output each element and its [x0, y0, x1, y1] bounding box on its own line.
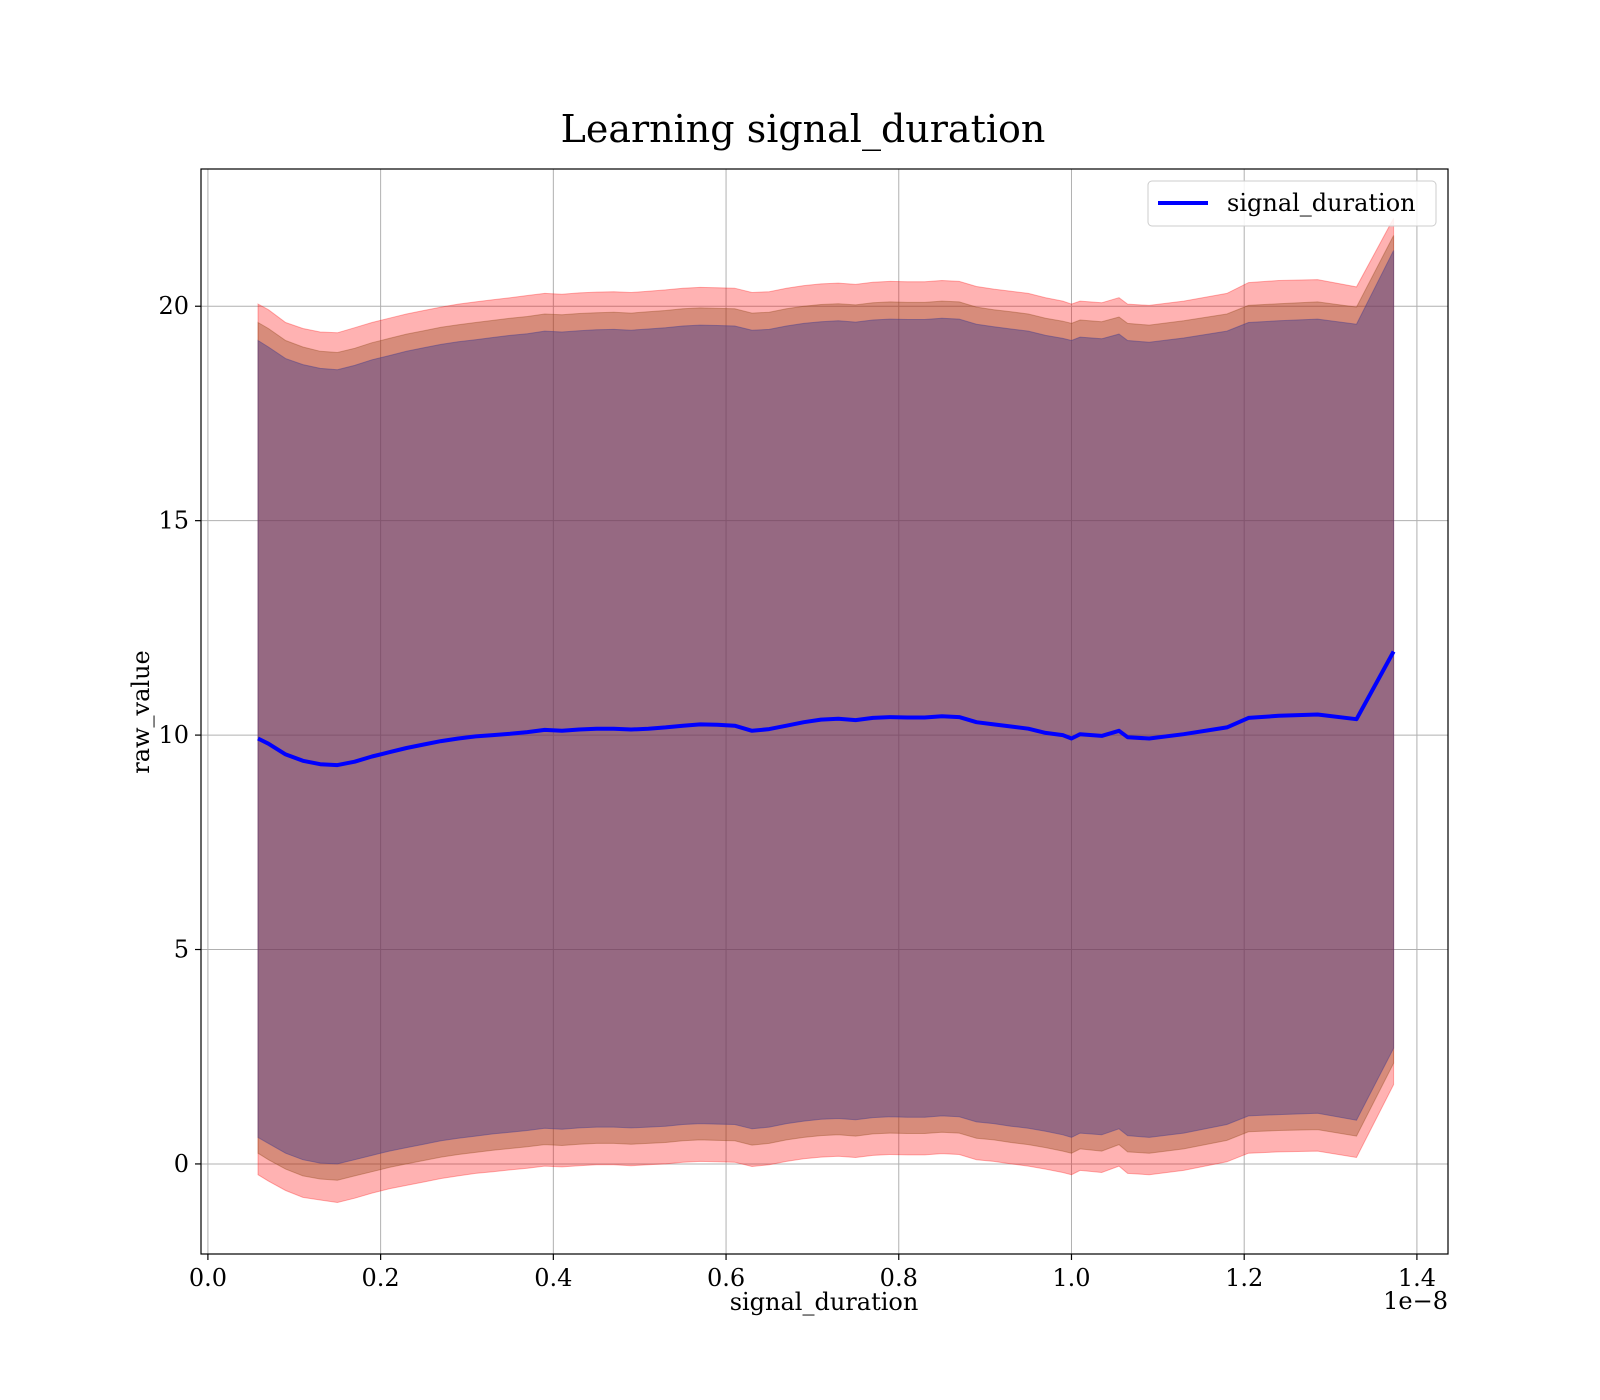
- x-tick-label: 1.2: [1225, 1264, 1263, 1292]
- x-tick-label: 0.4: [534, 1264, 572, 1292]
- x-tick-label: 1.4: [1398, 1264, 1436, 1292]
- x-axis-offset-label: 1e−8: [1383, 1287, 1448, 1315]
- grid-lines: [201, 169, 1448, 1254]
- y-axis-ticks: 0 5 10 15 20: [158, 292, 201, 1178]
- legend-label: signal_duration: [1227, 189, 1416, 217]
- legend: signal_duration: [1147, 180, 1437, 227]
- y-tick-label: 5: [174, 936, 189, 964]
- series-line-signal_duration: [257, 650, 1396, 768]
- confidence-band-3: [257, 250, 1395, 1165]
- confidence-band-1: [257, 218, 1395, 1204]
- confidence-bands: [257, 218, 1395, 1204]
- series-lines: [257, 650, 1396, 768]
- x-tick-label: 1.0: [1052, 1264, 1090, 1292]
- x-tick-label: 0.2: [362, 1264, 400, 1292]
- confidence-band-2: [257, 235, 1395, 1181]
- plot-frame: [200, 168, 1449, 1255]
- x-axis-label: signal_duration: [730, 1288, 919, 1316]
- y-axis-label: raw_value: [127, 650, 155, 774]
- legend-box: [1147, 180, 1437, 227]
- y-tick-label: 20: [158, 292, 189, 320]
- x-tick-label: 0.0: [189, 1264, 227, 1292]
- x-tick-label: 0.6: [707, 1264, 745, 1292]
- x-tick-label: 0.8: [880, 1264, 918, 1292]
- y-tick-label: 0: [174, 1150, 189, 1178]
- chart-title: Learning signal_duration: [561, 107, 1046, 152]
- y-tick-label: 10: [158, 721, 189, 749]
- x-axis-ticks: 0.0 0.2 0.4 0.6 0.8 1.0 1.2 1.4: [189, 1254, 1436, 1292]
- y-tick-label: 15: [158, 507, 189, 535]
